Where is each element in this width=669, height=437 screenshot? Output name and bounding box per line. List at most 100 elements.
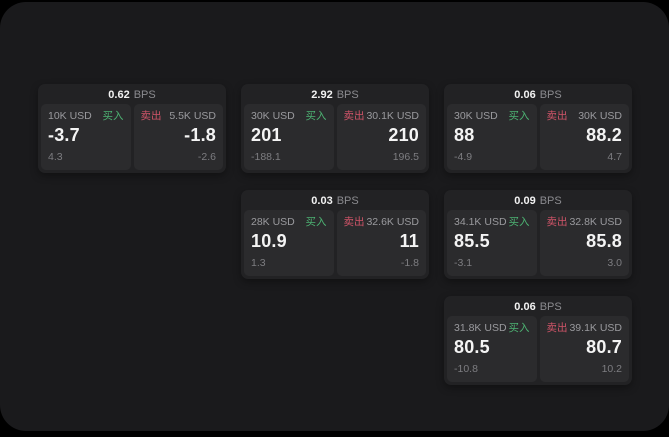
sell-quote-panel[interactable]: 卖出 32.8K USD 85.8 3.0 <box>539 210 629 276</box>
buy-top-row: 28K USD 买入 <box>251 216 327 229</box>
quote-card: 0.62 BPS 10K USD 买入 -3.7 4.3 卖出 5.5K USD… <box>38 84 226 173</box>
buy-delta: -10.8 <box>454 363 478 375</box>
buy-label: 买入 <box>305 110 327 122</box>
buy-price: 201 <box>251 125 282 145</box>
buy-amount: 31.8K USD <box>454 322 507 334</box>
sell-label: 卖出 <box>546 110 568 122</box>
quote-card: 2.92 BPS 30K USD 买入 201 -188.1 卖出 30.1K … <box>241 84 429 173</box>
buy-price: -3.7 <box>48 125 80 145</box>
quote-sides: 31.8K USD 买入 80.5 -10.8 卖出 39.1K USD 80.… <box>447 316 629 382</box>
sell-top-row: 卖出 30K USD <box>547 110 623 123</box>
quote-sides: 34.1K USD 买入 85.5 -3.1 卖出 32.8K USD 85.8… <box>447 210 629 276</box>
buy-price: 10.9 <box>251 231 287 251</box>
buy-delta: -4.9 <box>454 151 473 163</box>
buy-delta: 4.3 <box>48 151 63 163</box>
buy-delta: 1.3 <box>251 257 266 269</box>
buy-quote-panel[interactable]: 30K USD 买入 88 -4.9 <box>447 104 537 170</box>
quote-sides: 28K USD 买入 10.9 1.3 卖出 32.6K USD 11 -1.8 <box>244 210 426 276</box>
buy-label: 买入 <box>508 110 530 122</box>
sell-price: 80.7 <box>586 337 622 357</box>
sell-top-row: 卖出 39.1K USD <box>547 322 623 335</box>
buy-price: 88 <box>454 125 475 145</box>
sell-label: 卖出 <box>546 322 568 334</box>
sell-delta: -1.8 <box>400 257 419 269</box>
bps-unit-label: BPS <box>539 195 562 207</box>
card-header: 0.62 BPS <box>41 87 223 104</box>
bps-value: 0.06 <box>514 301 536 313</box>
buy-label: 买入 <box>508 322 530 334</box>
buy-delta: -188.1 <box>251 151 281 163</box>
quote-sides: 10K USD 买入 -3.7 4.3 卖出 5.5K USD -1.8 -2.… <box>41 104 223 170</box>
buy-top-row: 31.8K USD 买入 <box>454 322 530 335</box>
card-header: 0.03 BPS <box>244 193 426 210</box>
bps-unit-label: BPS <box>539 301 562 313</box>
buy-label: 买入 <box>508 216 530 228</box>
sell-label: 卖出 <box>546 216 568 228</box>
quote-sides: 30K USD 买入 88 -4.9 卖出 30K USD 88.2 4.7 <box>447 104 629 170</box>
sell-delta: -2.6 <box>197 151 216 163</box>
bps-unit-label: BPS <box>539 89 562 101</box>
buy-quote-panel[interactable]: 30K USD 买入 201 -188.1 <box>244 104 334 170</box>
bps-value: 0.03 <box>311 195 333 207</box>
buy-amount: 34.1K USD <box>454 216 507 228</box>
quote-card: 0.06 BPS 31.8K USD 买入 80.5 -10.8 卖出 39.1… <box>444 296 632 385</box>
sell-amount: 30K USD <box>578 110 622 122</box>
sell-amount: 30.1K USD <box>366 110 419 122</box>
sell-quote-panel[interactable]: 卖出 5.5K USD -1.8 -2.6 <box>133 104 223 170</box>
sell-top-row: 卖出 32.8K USD <box>547 216 623 229</box>
sell-delta: 3.0 <box>607 257 622 269</box>
bps-value: 2.92 <box>311 89 333 101</box>
buy-delta: -3.1 <box>454 257 473 269</box>
card-header: 0.06 BPS <box>447 87 629 104</box>
buy-top-row: 10K USD 买入 <box>48 110 124 123</box>
sell-quote-panel[interactable]: 卖出 39.1K USD 80.7 10.2 <box>539 316 629 382</box>
sell-delta: 10.2 <box>601 363 622 375</box>
sell-price: 11 <box>399 231 419 251</box>
quote-card: 0.06 BPS 30K USD 买入 88 -4.9 卖出 30K USD 8… <box>444 84 632 173</box>
sell-price: 85.8 <box>586 231 622 251</box>
bps-value: 0.06 <box>514 89 536 101</box>
quotes-grid: 0.62 BPS 10K USD 买入 -3.7 4.3 卖出 5.5K USD… <box>38 84 632 385</box>
bps-value: 0.62 <box>108 89 130 101</box>
buy-quote-panel[interactable]: 34.1K USD 买入 85.5 -3.1 <box>447 210 537 276</box>
buy-price: 80.5 <box>454 337 490 357</box>
buy-label: 买入 <box>305 216 327 228</box>
bps-unit-label: BPS <box>336 195 359 207</box>
card-header: 0.09 BPS <box>447 193 629 210</box>
sell-quote-panel[interactable]: 卖出 30K USD 88.2 4.7 <box>539 104 629 170</box>
sell-label: 卖出 <box>343 216 365 228</box>
sell-top-row: 卖出 30.1K USD <box>344 110 420 123</box>
buy-label: 买入 <box>102 110 124 122</box>
bps-value: 0.09 <box>514 195 536 207</box>
sell-price: 88.2 <box>586 125 622 145</box>
card-header: 2.92 BPS <box>244 87 426 104</box>
buy-top-row: 30K USD 买入 <box>454 110 530 123</box>
bps-unit-label: BPS <box>336 89 359 101</box>
sell-quote-panel[interactable]: 卖出 32.6K USD 11 -1.8 <box>336 210 426 276</box>
buy-top-row: 30K USD 买入 <box>251 110 327 123</box>
quote-sides: 30K USD 买入 201 -188.1 卖出 30.1K USD 210 1… <box>244 104 426 170</box>
sell-delta: 196.5 <box>392 151 419 163</box>
sell-quote-panel[interactable]: 卖出 30.1K USD 210 196.5 <box>336 104 426 170</box>
buy-quote-panel[interactable]: 31.8K USD 买入 80.5 -10.8 <box>447 316 537 382</box>
buy-amount: 10K USD <box>48 110 92 122</box>
sell-delta: 4.7 <box>607 151 622 163</box>
sell-amount: 39.1K USD <box>569 322 622 334</box>
sell-label: 卖出 <box>140 110 162 122</box>
quote-card: 0.09 BPS 34.1K USD 买入 85.5 -3.1 卖出 32.8K… <box>444 190 632 279</box>
buy-quote-panel[interactable]: 28K USD 买入 10.9 1.3 <box>244 210 334 276</box>
quote-card: 0.03 BPS 28K USD 买入 10.9 1.3 卖出 32.6K US… <box>241 190 429 279</box>
buy-quote-panel[interactable]: 10K USD 买入 -3.7 4.3 <box>41 104 131 170</box>
buy-amount: 30K USD <box>251 110 295 122</box>
bps-unit-label: BPS <box>133 89 156 101</box>
sell-amount: 5.5K USD <box>169 110 216 122</box>
sell-price: 210 <box>388 125 419 145</box>
sell-top-row: 卖出 32.6K USD <box>344 216 420 229</box>
sell-label: 卖出 <box>343 110 365 122</box>
card-header: 0.06 BPS <box>447 299 629 316</box>
sell-amount: 32.6K USD <box>366 216 419 228</box>
sell-price: -1.8 <box>184 125 216 145</box>
sell-top-row: 卖出 5.5K USD <box>141 110 217 123</box>
